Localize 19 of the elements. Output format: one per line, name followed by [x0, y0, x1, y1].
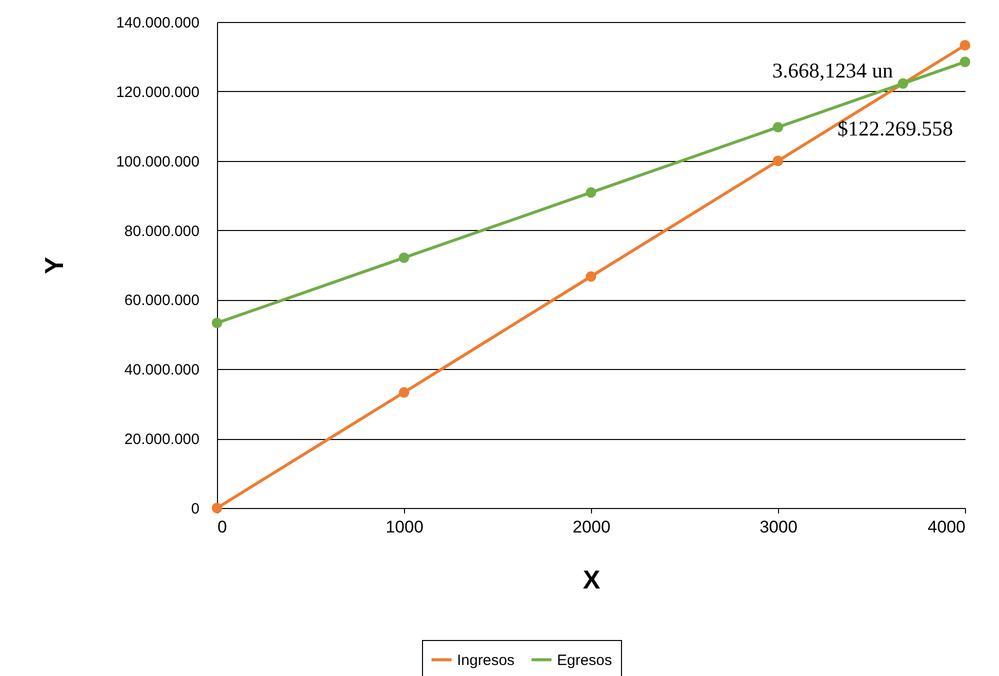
y-tick-label: 60.000.000	[124, 292, 200, 310]
x-tick-label: 2000	[572, 518, 610, 536]
annotation: $122.269.558	[837, 116, 953, 141]
x-axis-title: X	[582, 564, 601, 594]
y-tick-label: 80.000.000	[124, 222, 200, 240]
y-tick-label: 20.000.000	[124, 431, 200, 448]
x-tick-label: 0	[218, 518, 227, 536]
y-tick-label: 100.000.000	[116, 153, 200, 170]
legend-label: Egresos	[557, 652, 612, 669]
x-tick-label: 1000	[386, 518, 424, 536]
legend-label: Ingresos	[457, 652, 515, 669]
y-tick-label: 140.000.000	[116, 14, 200, 32]
annotation: 3.668,1234 un	[772, 58, 894, 83]
y-tick-label: 40.000.000	[124, 362, 200, 379]
y-tick-label: 120.000.000	[116, 84, 200, 101]
y-axis-title: Y	[39, 256, 70, 274]
x-tick-label: 3000	[760, 518, 798, 536]
y-tick-label: 0	[191, 500, 200, 518]
x-tick-label: 4000	[928, 518, 966, 536]
